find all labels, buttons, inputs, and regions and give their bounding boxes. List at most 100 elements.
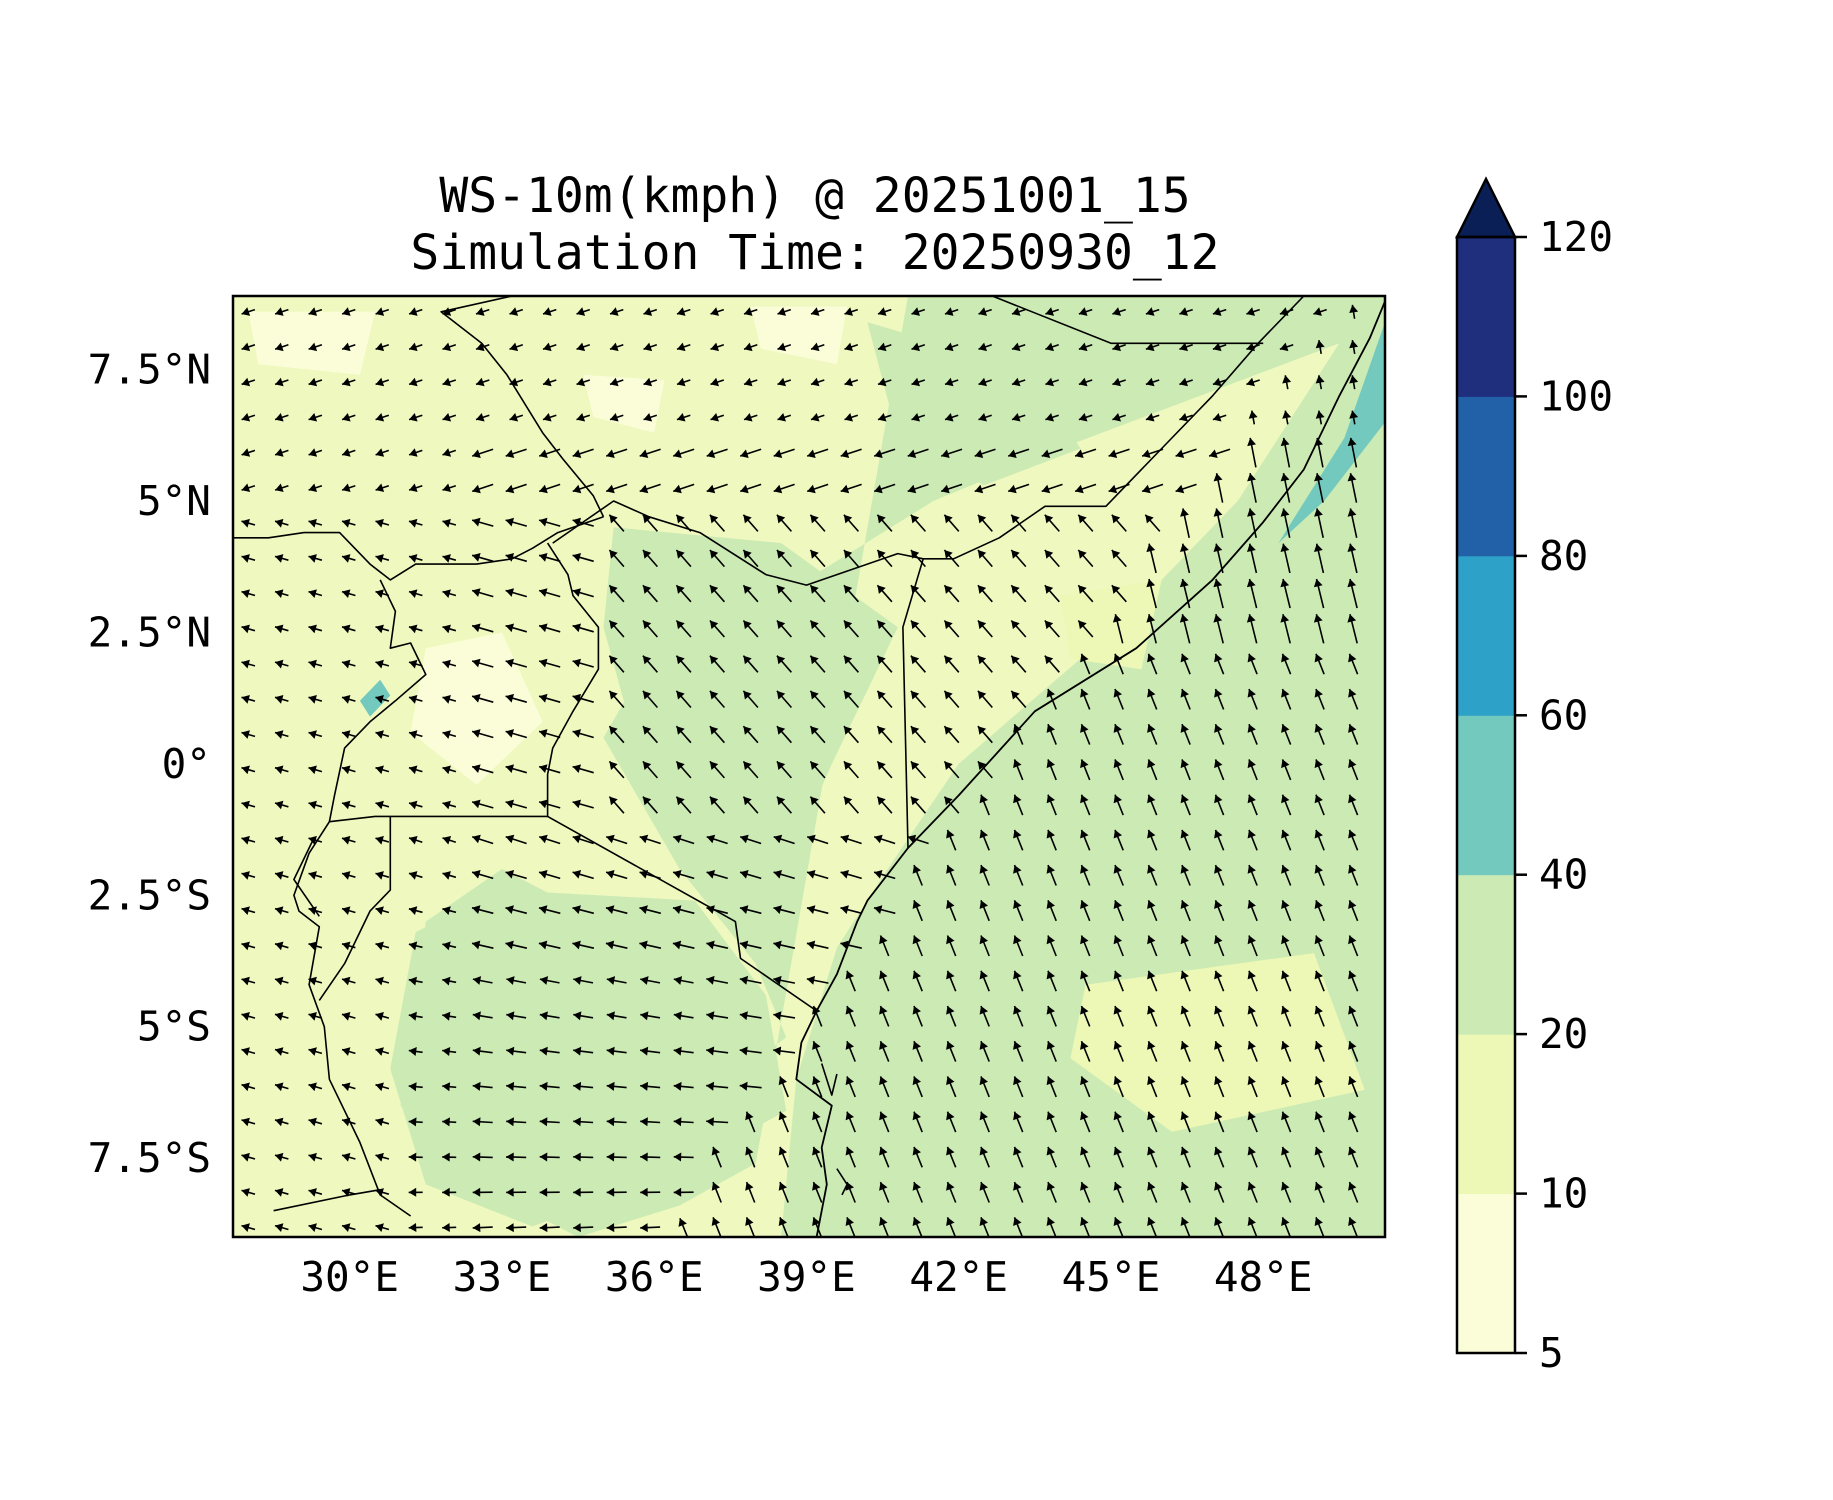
- latitude-axis: 7.5°N 5°N 2.5°N 0° 2.5°S 5°S 7.5°S: [88, 346, 211, 1182]
- wind-arrow: [879, 1217, 890, 1237]
- wind-arrow: [375, 1117, 390, 1127]
- wind-arrow: [672, 834, 695, 845]
- wind-arrow: [408, 377, 423, 387]
- wind-arrow: [471, 448, 494, 458]
- wind-arrow: [777, 413, 792, 422]
- wind-arrow: [776, 725, 793, 744]
- wind-zone-5-10-nw: [248, 311, 376, 375]
- wind-arrow: [773, 483, 795, 494]
- wind-arrow: [472, 1223, 493, 1233]
- wind-arrow: [1247, 1217, 1258, 1237]
- map-plot-area: [231, 294, 1387, 1239]
- wind-zone-10-20-ogaden: [1060, 579, 1162, 670]
- wind-arrow: [1077, 549, 1094, 568]
- wind-arrow: [538, 799, 561, 809]
- wind-arrow: [606, 1081, 627, 1091]
- wind-arrow: [979, 1181, 990, 1203]
- wind-arrow: [743, 342, 758, 352]
- wind-arrow: [442, 765, 457, 775]
- wind-arrow: [1180, 1005, 1191, 1027]
- wind-arrow: [876, 549, 893, 568]
- wind-arrow: [1348, 1005, 1359, 1027]
- wind-arrow: [308, 800, 323, 810]
- wind-arrow: [1046, 759, 1057, 781]
- wind-arrow: [241, 659, 256, 669]
- wind-arrow: [1348, 1146, 1359, 1168]
- wind-arrow: [706, 905, 729, 915]
- map-frame: [231, 294, 1387, 1239]
- wind-arrow: [573, 1046, 594, 1056]
- wind-arrow: [1046, 1076, 1057, 1098]
- y-tick-label: 7.5°S: [88, 1134, 211, 1182]
- wind-arrow: [1111, 549, 1127, 568]
- wind-arrow: [308, 1047, 323, 1056]
- wind-zone-20-40-kenya: [603, 527, 898, 880]
- wind-arrow: [442, 1152, 457, 1162]
- wind-arrow: [1046, 1111, 1057, 1133]
- wind-arrow: [1113, 829, 1124, 851]
- wind-arrow: [1281, 970, 1292, 992]
- wind-arrow: [642, 690, 659, 709]
- longitude-axis: 30°E 33°E 36°E 39°E 42°E 45°E 48°E: [300, 1253, 1312, 1301]
- wind-arrow: [341, 976, 356, 986]
- wind-arrow: [408, 871, 423, 880]
- wind-arrow: [809, 690, 826, 709]
- wind-arrow: [978, 413, 992, 422]
- wind-arrow: [538, 729, 561, 739]
- wind-arrow: [1147, 688, 1158, 710]
- wind-arrow: [806, 483, 829, 494]
- wind-arrow: [1280, 614, 1291, 644]
- wind-arrow: [608, 690, 625, 709]
- wind-arrow: [673, 1117, 694, 1127]
- wind-arrow: [1314, 1111, 1325, 1133]
- wind-arrow: [675, 760, 692, 779]
- wind-arrow: [1214, 1111, 1225, 1133]
- wind-arrow: [308, 554, 323, 563]
- wind-arrow: [844, 377, 859, 387]
- wind-arrow: [1113, 653, 1124, 675]
- wind-arrow: [1214, 970, 1225, 992]
- wind-arrow: [572, 729, 594, 739]
- wind-arrow: [978, 377, 992, 387]
- wind-arrow: [1078, 342, 1093, 352]
- wind-arrow: [742, 690, 759, 709]
- colorbar-segment: [1457, 1193, 1515, 1354]
- wind-arrow: [1147, 829, 1158, 851]
- wind-arrow: [946, 829, 957, 851]
- wind-arrow: [706, 975, 729, 985]
- wind-arrow: [743, 413, 758, 422]
- wind-arrow: [442, 730, 457, 739]
- wind-arrow: [1013, 1181, 1024, 1203]
- wind-arrow: [509, 377, 524, 387]
- wind-arrow: [341, 624, 356, 634]
- wind-arrow: [442, 589, 457, 598]
- wind-arrow: [375, 906, 390, 915]
- wind-arrow: [879, 1040, 890, 1062]
- wind-arrow: [471, 553, 494, 563]
- wind-arrow: [1280, 508, 1291, 538]
- wind-arrow: [1348, 829, 1359, 851]
- wind-arrow: [673, 1011, 694, 1021]
- wind-arrow: [538, 623, 561, 633]
- wind-arrow: [572, 693, 594, 703]
- wind-arrow: [907, 834, 929, 845]
- wind-arrow: [1046, 688, 1057, 710]
- wind-arrow: [1074, 483, 1097, 494]
- wind-arrow: [576, 377, 591, 387]
- wind-arrow: [910, 796, 927, 814]
- wind-arrow: [876, 619, 893, 638]
- wind-arrow: [711, 1146, 722, 1168]
- wind-arrow: [1348, 900, 1359, 922]
- wind-arrow: [375, 1152, 390, 1162]
- wind-arrow: [1112, 307, 1126, 316]
- wind-arrow: [538, 693, 561, 703]
- wind-arrow: [943, 514, 960, 532]
- wind-arrow: [308, 695, 323, 704]
- wind-arrow: [1045, 307, 1059, 316]
- wind-arrow: [308, 1117, 323, 1127]
- wind-arrow: [1179, 614, 1191, 644]
- wind-arrow: [776, 619, 793, 638]
- wind-arrow: [711, 1217, 722, 1237]
- wind-arrow: [1180, 794, 1191, 816]
- wind-arrow: [1247, 1076, 1258, 1098]
